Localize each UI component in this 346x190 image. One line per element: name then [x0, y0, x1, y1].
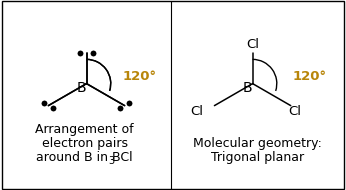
Text: B: B [76, 81, 86, 95]
Text: electron pairs: electron pairs [42, 137, 128, 150]
Text: 120°: 120° [292, 70, 326, 82]
Text: Cl: Cl [191, 105, 204, 118]
Text: around B in BCl: around B in BCl [36, 151, 133, 164]
Text: B: B [243, 81, 252, 95]
Text: Molecular geometry:: Molecular geometry: [193, 137, 322, 150]
Text: 120°: 120° [123, 70, 157, 82]
Text: Trigonal planar: Trigonal planar [211, 151, 304, 164]
Text: Cl: Cl [289, 105, 301, 118]
Text: 3: 3 [109, 156, 115, 166]
Text: Arrangement of: Arrangement of [35, 123, 134, 136]
Text: Cl: Cl [246, 38, 259, 51]
